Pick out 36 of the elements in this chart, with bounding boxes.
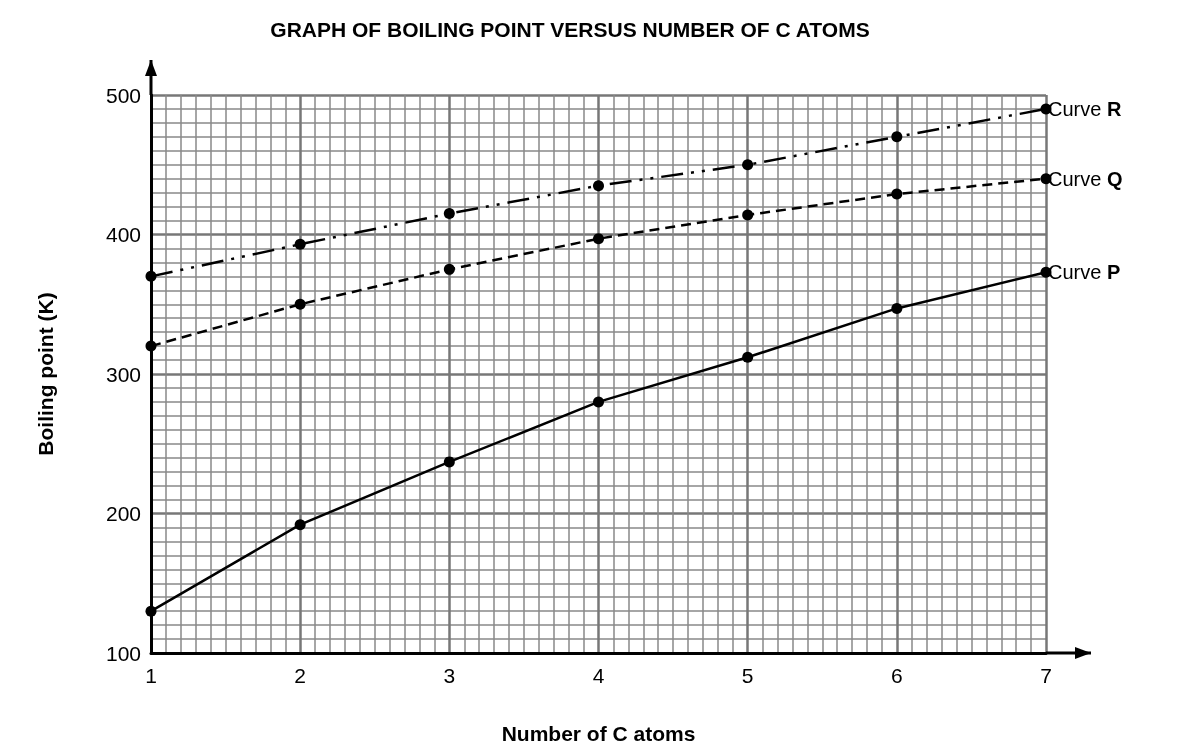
x-tick-label: 1 bbox=[145, 664, 157, 687]
point bbox=[742, 209, 754, 221]
y-tick-label: 500 bbox=[105, 83, 141, 107]
x-tick-label: 2 bbox=[294, 664, 307, 687]
x-tick-label: 5 bbox=[741, 664, 754, 687]
point bbox=[593, 396, 604, 408]
y-tick-label: 300 bbox=[105, 362, 141, 386]
point bbox=[742, 351, 754, 363]
y-tick-label: 400 bbox=[105, 223, 141, 246]
point bbox=[145, 340, 157, 352]
point bbox=[443, 263, 455, 275]
point bbox=[145, 605, 157, 617]
point bbox=[593, 180, 604, 192]
point bbox=[891, 131, 903, 143]
y-tick-label: 100 bbox=[105, 641, 141, 665]
point bbox=[742, 159, 754, 171]
point bbox=[294, 298, 306, 310]
chart-title: GRAPH OF BOILING POINT VERSUS NUMBER OF C ATOMS bbox=[270, 18, 870, 41]
point bbox=[891, 188, 903, 200]
x-tick-label: 3 bbox=[443, 664, 456, 687]
x-tick-label: 4 bbox=[592, 664, 605, 687]
y-axis-title: Boiling point (K) bbox=[34, 292, 57, 456]
point bbox=[443, 456, 455, 468]
series-label: Curve R bbox=[1048, 97, 1122, 120]
point bbox=[891, 302, 903, 314]
x-tick-label: 7 bbox=[1040, 664, 1052, 687]
x-tick-label: 6 bbox=[890, 664, 903, 687]
x-axis-title: Number of C atoms bbox=[501, 722, 696, 745]
series-label: Curve P bbox=[1048, 261, 1121, 284]
point bbox=[294, 519, 306, 531]
point bbox=[145, 270, 157, 282]
y-tick-label: 200 bbox=[105, 502, 141, 525]
point bbox=[443, 208, 455, 220]
point bbox=[593, 233, 604, 245]
series-label: Curve Q bbox=[1048, 167, 1123, 190]
point bbox=[294, 238, 306, 250]
